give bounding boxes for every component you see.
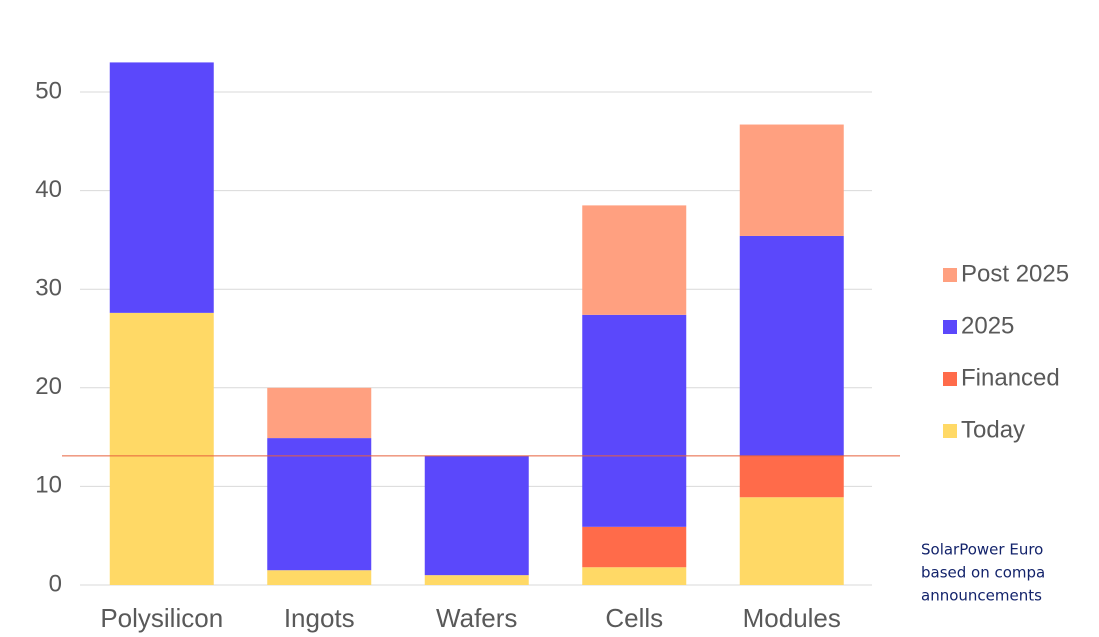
legend-label: 2025 bbox=[961, 312, 1014, 339]
bar-segment bbox=[739, 497, 844, 585]
bar-segment bbox=[739, 235, 844, 456]
y-tick-label: 10 bbox=[35, 472, 62, 499]
annotation: announcements bbox=[921, 587, 1042, 605]
x-tick-label: Modules bbox=[743, 603, 841, 633]
legend-swatch bbox=[943, 424, 957, 438]
legend-swatch bbox=[943, 372, 957, 386]
bar-segment bbox=[109, 62, 214, 313]
bar-segment bbox=[582, 567, 687, 585]
legend-label: Financed bbox=[961, 364, 1060, 391]
y-tick-label: 60 bbox=[35, 0, 62, 6]
bar-segment bbox=[424, 455, 529, 576]
legend-swatch bbox=[943, 320, 957, 334]
y-tick-label: 0 bbox=[49, 570, 62, 597]
bar-segment bbox=[267, 438, 372, 571]
annotation: based on compa bbox=[921, 564, 1045, 582]
y-tick-label: 50 bbox=[35, 77, 62, 104]
bar-segment bbox=[109, 312, 214, 585]
legend-swatch bbox=[943, 268, 957, 282]
x-tick-label: Cells bbox=[605, 603, 663, 633]
bar-segment bbox=[582, 205, 687, 315]
bar-segment bbox=[582, 314, 687, 527]
x-tick-label: Ingots bbox=[284, 603, 355, 633]
y-tick-label: 40 bbox=[35, 176, 62, 203]
annotation: SolarPower Euro bbox=[921, 541, 1043, 559]
legend-label: Today bbox=[961, 416, 1025, 443]
x-tick-label: Wafers bbox=[436, 603, 517, 633]
bar-segment bbox=[739, 455, 844, 498]
bar-segment bbox=[424, 575, 529, 585]
bar-segment bbox=[267, 570, 372, 585]
y-tick-label: 20 bbox=[35, 373, 62, 400]
bar-segment bbox=[267, 387, 372, 439]
legend-label: Post 2025 bbox=[961, 260, 1069, 287]
x-tick-label: Polysilicon bbox=[100, 603, 223, 633]
y-tick-label: 30 bbox=[35, 275, 62, 302]
bar-segment bbox=[582, 526, 687, 568]
bar-segment bbox=[739, 124, 844, 236]
